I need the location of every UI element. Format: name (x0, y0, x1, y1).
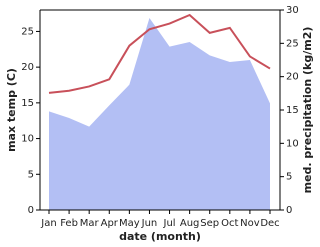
y-tick-label: 5 (28, 169, 34, 180)
x-tick-label: Apr (101, 218, 119, 229)
y-tick-label: 10 (21, 134, 34, 145)
x-tick-label: Jun (141, 218, 158, 229)
x-tick-label: Sep (200, 218, 219, 229)
y2-tick-label: 0 (286, 205, 292, 216)
y2-tick-label: 10 (286, 138, 299, 149)
y-tick-label: 15 (21, 98, 34, 109)
temp-line (48, 13, 271, 94)
y-axis-label: max temp (C) (5, 68, 18, 152)
y-tick-label: 20 (21, 62, 34, 73)
x-tick-label: Jan (40, 218, 56, 229)
y-tick-label: 25 (21, 26, 34, 37)
y2-axis-label: med. precipitation (kg/m2) (301, 27, 314, 194)
x-tick-label: Jul (163, 218, 176, 229)
x-tick-label: Aug (180, 218, 200, 229)
x-tick-label: Nov (240, 218, 260, 229)
y-tick-label: 0 (28, 205, 34, 216)
y2-tick-label: 5 (286, 172, 292, 183)
y2-tick-label: 15 (286, 105, 299, 116)
x-axis-label: date (month) (119, 230, 201, 243)
y2-tick-label: 25 (286, 38, 299, 49)
x-tick-label: Oct (221, 218, 238, 229)
x-tick-label: Feb (60, 218, 78, 229)
precip-area (49, 18, 270, 210)
y2-tick-label: 20 (286, 72, 299, 83)
x-tick-label: Mar (80, 218, 100, 229)
x-tick-label: Dec (260, 218, 279, 229)
x-tick-label: May (119, 218, 140, 229)
y2-tick-label: 30 (286, 5, 299, 16)
